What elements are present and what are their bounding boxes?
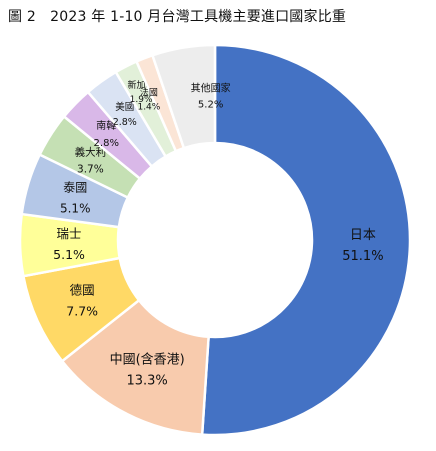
slice-value-8: 2.8% xyxy=(113,117,137,128)
slice-value-7: 2.8% xyxy=(94,138,119,149)
slice-value-1: 51.1% xyxy=(342,249,383,264)
slice-value-5: 5.1% xyxy=(60,201,91,215)
chart-title: 圖 2 2023 年 1-10 月台灣工具機主要進口國家比重 xyxy=(8,9,347,25)
slice-11 xyxy=(150,43,217,150)
slice-label-3: 德國 xyxy=(70,283,95,298)
slice-label-5: 泰國 xyxy=(63,180,87,194)
slice-label-1: 日本 xyxy=(350,228,376,243)
slice-label-8: 美國 xyxy=(115,101,134,113)
slice-value-11: 5.2% xyxy=(198,99,223,110)
slice-label-7: 南韓 xyxy=(96,119,116,132)
slice-value-10: 1.4% xyxy=(137,102,160,112)
slice-value-3: 7.7% xyxy=(66,304,98,319)
slice-label-10: 法國 xyxy=(140,86,158,98)
slice-value-6: 3.7% xyxy=(77,163,104,175)
slice-value-2: 13.3% xyxy=(126,373,167,388)
slice-value-9: 1.9% xyxy=(130,95,153,105)
slice-label-2: 中國(含香港) xyxy=(110,351,185,367)
slice-label-4: 瑞士 xyxy=(57,226,82,241)
slice-label-6: 義大利 xyxy=(75,145,107,158)
slice-1 xyxy=(200,43,412,437)
slice-value-4: 5.1% xyxy=(53,247,85,262)
slice-label-11: 其他國家 xyxy=(191,81,231,94)
